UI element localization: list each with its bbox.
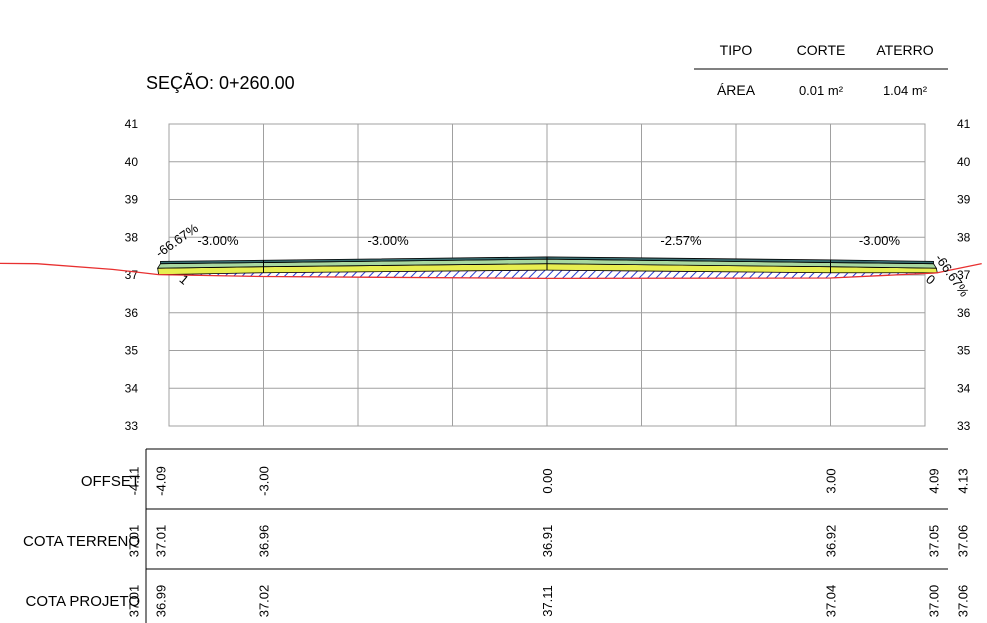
band-value: 37.00 (927, 585, 942, 618)
band-label: COTA PROJETO (26, 593, 140, 610)
fill-header: ATERRO (876, 42, 933, 58)
summary-table: TIPO CORTE ATERRO ÁREA 0.01 m² 1.04 m² (694, 42, 948, 98)
fill-area-value: 1.04 m² (883, 83, 928, 98)
band-value: 36.92 (824, 525, 839, 558)
band-value: 36.91 (540, 525, 555, 558)
band-value: 37.01 (127, 525, 142, 558)
band-value: 37.06 (955, 585, 970, 618)
band-value: 4.13 (955, 468, 970, 493)
elevation-tick-label: 36 (125, 306, 139, 320)
band-value: 37.02 (257, 585, 272, 618)
elevation-tick-label: 39 (125, 193, 139, 207)
type-header: TIPO (720, 42, 753, 58)
elevation-tick-label: 37 (957, 268, 971, 282)
band-value: 37.04 (824, 585, 839, 618)
cut-header: CORTE (797, 42, 846, 58)
slope-label: -3.00% (197, 233, 239, 248)
band-value: -4.09 (153, 466, 168, 496)
elevation-tick-label: 33 (957, 419, 971, 433)
band-label: COTA TERRENO (23, 533, 140, 550)
band-value: 4.09 (927, 468, 942, 493)
slope-label: -3.00% (367, 233, 409, 248)
elevation-labels-right: 33 34 35 36 37 38 39 40 41 (957, 117, 971, 433)
cut-area-value: 0.01 m² (799, 83, 844, 98)
slope-label: -66.67% (153, 220, 202, 260)
elevation-tick-label: 34 (957, 381, 971, 395)
elevation-tick-label: 37 (125, 268, 139, 282)
elevation-tick-label: 40 (957, 155, 971, 169)
elevation-labels-left: 33 34 35 36 37 38 39 40 41 (125, 117, 139, 433)
elevation-tick-label: 35 (125, 344, 139, 358)
road-template (156, 256, 938, 279)
elevation-tick-label: 36 (957, 306, 971, 320)
band-value: 3.00 (824, 468, 839, 493)
elevation-tick-label: 33 (125, 419, 139, 433)
elevation-tick-label: 38 (125, 230, 139, 244)
area-label: ÁREA (717, 82, 756, 98)
band-value: 37.06 (955, 525, 970, 558)
band-value: 37.11 (540, 585, 555, 617)
band-label: OFFSET (81, 473, 140, 490)
elevation-tick-label: 41 (957, 117, 971, 131)
slope-label: -2.57% (660, 233, 702, 248)
band-value: 37.01 (153, 525, 168, 558)
band-value: -3.00 (257, 466, 272, 496)
band-value: 37.05 (927, 525, 942, 558)
elevation-tick-label: 41 (125, 117, 139, 131)
band-value: 0.00 (540, 468, 555, 493)
band-value: 36.96 (257, 525, 272, 558)
data-bands: OFFSET-4.11 -4.09 -3.00 0.00 3.00 4.09 4.13 COT… (23, 448, 970, 623)
elevation-tick-label: 39 (957, 193, 971, 207)
slope-label: -3.00% (859, 233, 901, 248)
elevation-tick-label: 40 (125, 155, 139, 169)
band-value: -4.11 (127, 467, 142, 496)
band-value: 37.01 (127, 585, 142, 618)
elevation-tick-label: 38 (957, 230, 971, 244)
section-title: SEÇÃO: 0+260.00 (146, 72, 295, 93)
elevation-tick-label: 34 (125, 381, 139, 395)
terrain-line (0, 262, 982, 280)
elevation-tick-label: 35 (957, 344, 971, 358)
band-value: 36.99 (153, 585, 168, 618)
